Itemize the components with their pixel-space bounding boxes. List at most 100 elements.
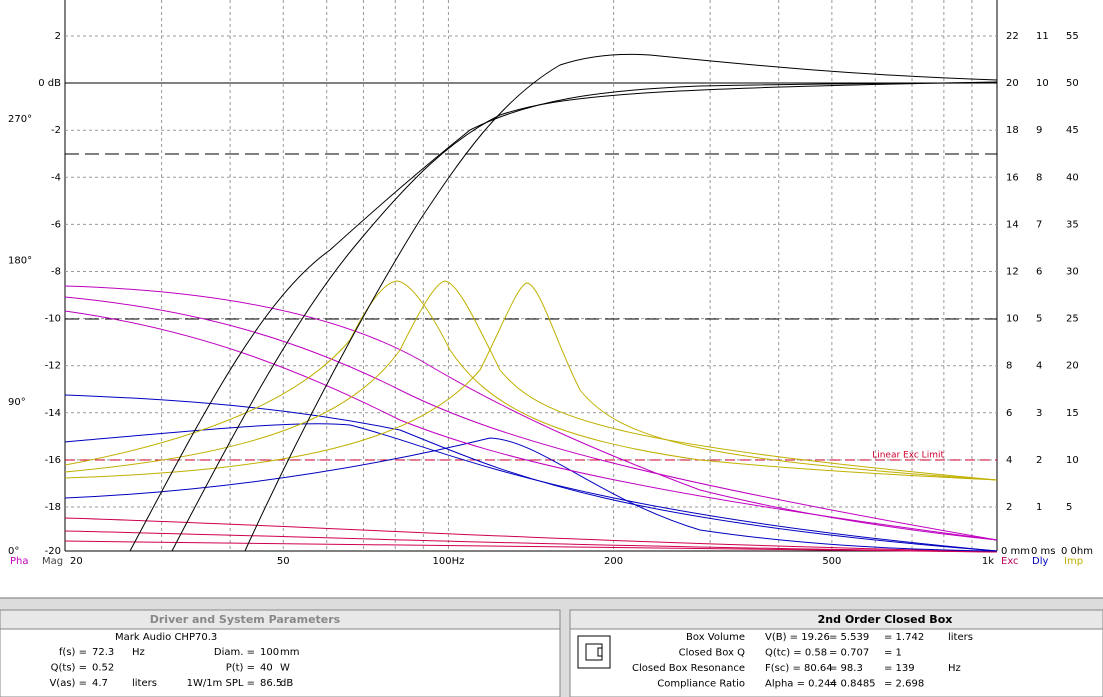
box-param-value: Q(tc) = 0.58 xyxy=(765,648,827,659)
box-panel-title: 2nd Order Closed Box xyxy=(818,613,953,626)
excursion-curve xyxy=(64,285,998,541)
param-label: 1W/1m SPL = xyxy=(187,678,255,689)
axis-name: Imp xyxy=(1064,556,1083,567)
param-label: V(as) = xyxy=(49,678,87,689)
magnitude-curve xyxy=(171,81,998,552)
box-param-label: Closed Box Resonance xyxy=(632,663,745,674)
box-param-label: Closed Box Q xyxy=(679,648,746,659)
right-tick-label: 2 xyxy=(1036,455,1042,466)
right-tick-label: 20 xyxy=(1066,361,1079,372)
axis-name: Mag xyxy=(42,556,63,567)
right-tick-label: 10 xyxy=(1066,455,1079,466)
param-label: Diam. = xyxy=(214,647,255,658)
box-param-unit: Hz xyxy=(948,663,961,674)
excursion-curve xyxy=(64,310,998,541)
param-value: 0.52 xyxy=(92,663,114,674)
phase-tick-label: 180° xyxy=(8,256,32,267)
param-value: 100 xyxy=(260,647,279,658)
phase-curve xyxy=(64,517,998,553)
param-value: 86.5 xyxy=(260,678,282,689)
phase-tick-label: 270° xyxy=(8,114,32,125)
box-param-unit: liters xyxy=(948,632,973,643)
right-tick-label: 8 xyxy=(1036,172,1042,183)
driver-panel-header xyxy=(0,609,561,630)
param-label: Q(ts) = xyxy=(51,663,87,674)
plot: Linear Exc Limit xyxy=(64,0,998,553)
box-param-value: F(sc) = 80.64 xyxy=(765,663,833,674)
phase-tick-label: 0° xyxy=(8,546,19,557)
phase-curve xyxy=(64,530,998,553)
driver-panel-title: Driver and System Parameters xyxy=(150,613,341,626)
right-tick-label: 1 xyxy=(1036,502,1042,513)
param-unit: dB xyxy=(280,678,293,689)
magnitude-tick-label: -20 xyxy=(45,546,61,557)
box-param-value: = 0.707 xyxy=(829,648,869,659)
box-param-value: = 1 xyxy=(884,648,902,659)
bottom-area: Driver and System Parameters 2nd Order C… xyxy=(0,597,1103,697)
right-tick-label: 9 xyxy=(1036,125,1042,136)
param-label: P(t) = xyxy=(226,663,255,674)
magnitude-tick-label: -8 xyxy=(51,267,61,278)
right-tick-label: 35 xyxy=(1066,219,1079,230)
right-tick-label: 10 xyxy=(1006,314,1019,325)
impedance-curve xyxy=(64,280,998,481)
right-tick-label: 22 xyxy=(1006,31,1019,42)
frequency-tick-label: 1k xyxy=(982,556,994,567)
right-tick-label: 0 mm xyxy=(1001,546,1030,557)
param-unit: liters xyxy=(132,678,157,689)
right-tick-label: 7 xyxy=(1036,219,1042,230)
box-param-label: Box Volume xyxy=(686,632,745,643)
phase-tick-label: 90° xyxy=(8,397,26,408)
box-param-value: = 1.742 xyxy=(884,632,924,643)
right-tick-label: 0 ms xyxy=(1031,546,1056,557)
frequency-tick-label: 500 xyxy=(822,556,841,567)
param-label: f(s) = xyxy=(59,647,87,658)
right-tick-label: 8 xyxy=(1006,361,1012,372)
frequency-tick-label: 20 xyxy=(70,556,83,567)
right-tick-label: 3 xyxy=(1036,408,1042,419)
param-value: 72.3 xyxy=(92,647,114,658)
param-unit: mm xyxy=(280,647,299,658)
right-tick-label: 45 xyxy=(1066,125,1079,136)
frequency-tick-label: 200 xyxy=(604,556,623,567)
magnitude-tick-label: -6 xyxy=(51,219,61,230)
frequency-tick-label: 50 xyxy=(277,556,290,567)
right-tick-label: 25 xyxy=(1066,314,1079,325)
frequency-tick-label: 100Hz xyxy=(433,556,465,567)
right-tick-label: 30 xyxy=(1066,267,1079,278)
box-panel-header xyxy=(569,609,1103,630)
right-tick-label: 11 xyxy=(1036,31,1049,42)
right-tick-label: 4 xyxy=(1036,361,1042,372)
grid xyxy=(65,0,997,551)
axis-name: Dly xyxy=(1032,556,1048,567)
box-param-value: = 5.539 xyxy=(829,632,869,643)
box-param-value: = 139 xyxy=(884,663,915,674)
magnitude-tick-label: 2 xyxy=(55,31,61,42)
right-tick-label: 14 xyxy=(1006,219,1019,230)
magnitude-tick-label: -2 xyxy=(51,125,61,136)
excursion-curve xyxy=(64,296,998,541)
magnitude-tick-label: -4 xyxy=(51,172,61,183)
right-tick-label: 18 xyxy=(1006,125,1019,136)
exc-limit-label: Linear Exc Limit xyxy=(872,451,944,461)
magnitude-curve xyxy=(129,82,998,552)
right-tick-label: 50 xyxy=(1066,78,1079,89)
box-param-value: = 0.8485 xyxy=(829,679,876,690)
right-tick-label: 4 xyxy=(1006,455,1012,466)
delay-curve xyxy=(64,394,998,552)
magnitude-tick-label: -12 xyxy=(45,361,61,372)
magnitude-tick-label: -10 xyxy=(45,314,61,325)
axis-name: Pha xyxy=(10,556,29,567)
right-tick-label: 10 xyxy=(1036,78,1049,89)
driver-name: Mark Audio CHP70.3 xyxy=(115,632,217,643)
impedance-curve xyxy=(64,282,998,481)
delay-curve xyxy=(64,437,998,552)
box-icon xyxy=(577,635,611,669)
axis-name: Exc xyxy=(1001,556,1019,567)
param-value: 40 xyxy=(260,663,273,674)
right-tick-label: 40 xyxy=(1066,172,1079,183)
magnitude-tick-label: -16 xyxy=(45,455,61,466)
right-tick-label: 5 xyxy=(1036,314,1042,325)
